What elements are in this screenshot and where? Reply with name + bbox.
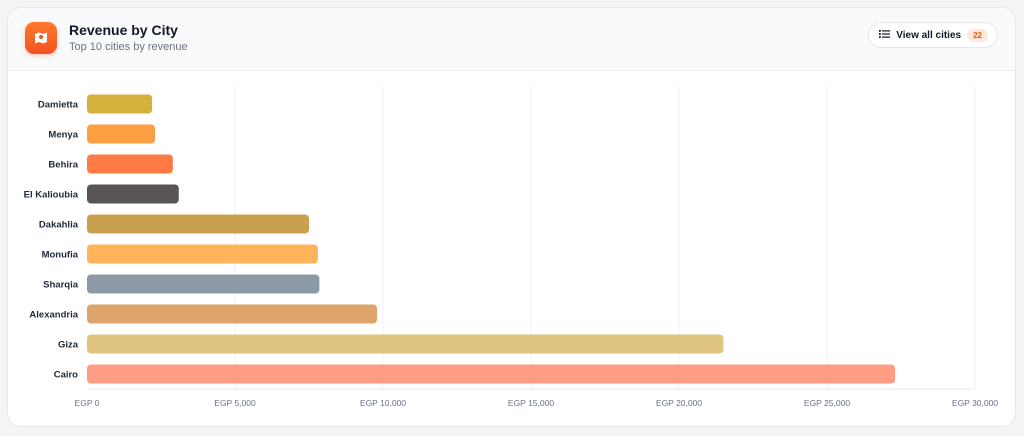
category-label: Alexandria: [29, 310, 78, 321]
x-tick-label: EGP 30,000: [952, 398, 998, 408]
x-tick-label: EGP 25,000: [804, 398, 850, 408]
x-tick-label: EGP 5,000: [214, 398, 256, 408]
category-label: El Kalioubia: [24, 190, 79, 201]
bar[interactable]: [87, 184, 179, 204]
category-label: Monufia: [42, 250, 79, 261]
map-icon: [25, 22, 57, 54]
category-label: Giza: [58, 340, 79, 351]
view-all-cities-button[interactable]: View all cities 22: [868, 22, 998, 48]
card-header: Revenue by City Top 10 cities by revenue…: [8, 8, 1015, 71]
x-tick-label: EGP 15,000: [508, 398, 554, 408]
x-tick-label: EGP 20,000: [656, 398, 702, 408]
category-label: Dakahlia: [39, 220, 79, 231]
view-all-label: View all cities: [896, 29, 962, 41]
category-label: Cairo: [54, 370, 78, 381]
category-label: Damietta: [38, 100, 79, 111]
bar[interactable]: [87, 364, 896, 384]
bar[interactable]: [87, 124, 156, 144]
chart-title: Revenue by City: [69, 22, 178, 38]
list-icon: [879, 29, 891, 42]
x-tick-label: EGP 0: [75, 398, 100, 408]
bar[interactable]: [87, 304, 378, 324]
category-label: Menya: [48, 130, 78, 141]
bar[interactable]: [87, 214, 309, 234]
bar[interactable]: [87, 94, 153, 114]
x-tick-label: EGP 10,000: [360, 398, 406, 408]
bar[interactable]: [87, 274, 320, 294]
bar[interactable]: [87, 334, 724, 354]
category-label: Sharqia: [43, 280, 79, 291]
category-label: Behira: [48, 160, 78, 171]
city-count-badge: 22: [967, 28, 988, 42]
bar[interactable]: [87, 244, 318, 264]
chart-subtitle: Top 10 cities by revenue: [69, 41, 188, 53]
bar[interactable]: [87, 154, 173, 174]
